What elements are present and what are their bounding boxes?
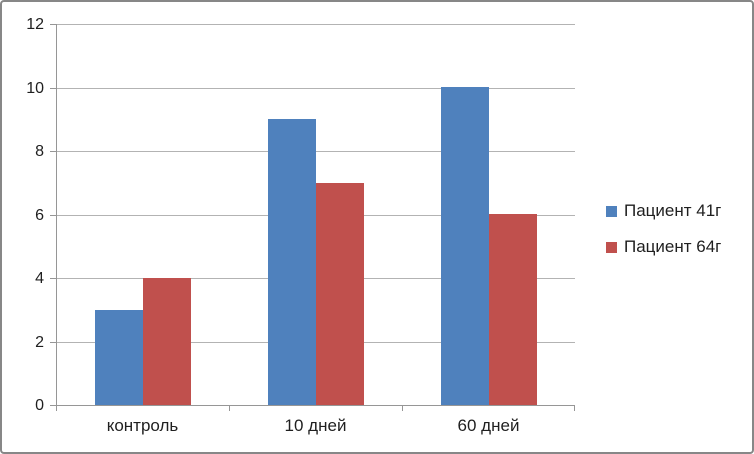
bar bbox=[441, 87, 489, 405]
gridline bbox=[56, 87, 575, 89]
y-axis-label: 4 bbox=[35, 270, 44, 287]
legend-item: Пациент 41г bbox=[606, 201, 721, 221]
x-axis-tick bbox=[229, 405, 230, 411]
plot-area: 0 2 4 6 8 10 12 контроль 10 дней 60 дней bbox=[26, 16, 575, 435]
y-axis-label: 0 bbox=[35, 397, 44, 414]
legend-item: Пациент 64г bbox=[606, 237, 721, 257]
y-axis-label: 6 bbox=[35, 206, 44, 224]
bar bbox=[95, 310, 143, 405]
legend-swatch-series-2 bbox=[606, 241, 617, 253]
y-axis-label: 10 bbox=[26, 79, 44, 97]
bar bbox=[268, 119, 316, 405]
x-axis-label: 10 дней bbox=[284, 416, 347, 435]
gridline bbox=[56, 24, 575, 25]
y-axis-tick bbox=[50, 87, 57, 89]
y-axis-tick bbox=[50, 278, 57, 279]
bar bbox=[143, 278, 191, 405]
x-axis-tick bbox=[56, 405, 57, 411]
y-axis-label: 2 bbox=[35, 333, 44, 351]
legend-label: Пациент 64г bbox=[624, 237, 722, 256]
y-axis-tick bbox=[50, 214, 57, 216]
x-axis bbox=[56, 405, 575, 406]
legend: Пациент 41г Пациент 64г bbox=[606, 201, 721, 257]
y-axis-tick bbox=[50, 151, 57, 152]
y-axis-label: 12 bbox=[26, 16, 44, 33]
y-axis-tick bbox=[50, 24, 57, 25]
x-axis-tick bbox=[402, 405, 403, 411]
x-axis-label: контроль bbox=[106, 416, 179, 435]
bar bbox=[489, 214, 537, 405]
y-axis-tick bbox=[50, 341, 57, 343]
x-axis-label: 60 дней bbox=[457, 416, 520, 435]
y-axis-tick bbox=[50, 405, 57, 406]
x-axis-tick bbox=[574, 405, 575, 411]
legend-swatch-series-1 bbox=[606, 205, 617, 217]
legend-label: Пациент 41г bbox=[624, 201, 722, 220]
bar bbox=[316, 183, 364, 405]
y-axis-label: 8 bbox=[35, 143, 44, 160]
y-axis bbox=[56, 25, 57, 406]
